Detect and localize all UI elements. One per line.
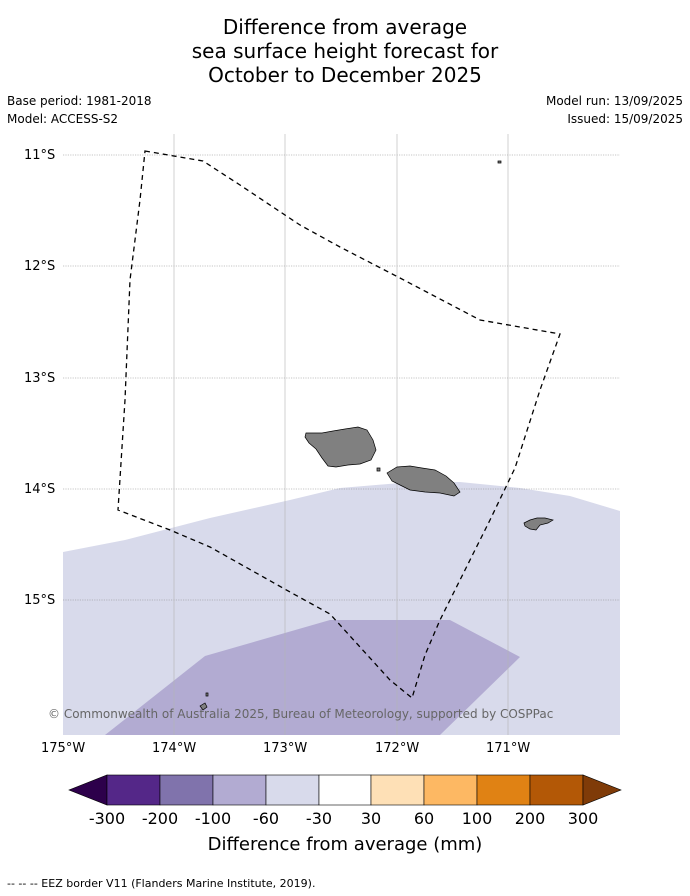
upolu-island	[386, 465, 461, 497]
lat-label-13s: 13°S	[24, 371, 56, 386]
colorbar-label: Difference from average (mm)	[207, 834, 483, 855]
title-line-3: October to December 2025	[208, 63, 482, 87]
eez-legend-note: -- -- -- EEZ border V11 (Flanders Marine…	[7, 877, 316, 890]
colorbar-bin-5	[318, 774, 372, 806]
colorbar	[68, 774, 622, 806]
title-line-1: Difference from average	[222, 15, 468, 39]
model-run: Model run: 13/09/2025	[545, 94, 683, 108]
grid	[63, 134, 620, 735]
islet-small-1	[199, 702, 208, 711]
title-line-2: sea surface height forecast for	[191, 39, 499, 63]
lon-label-174w: 174°W	[152, 741, 197, 756]
base-period: Base period: 1981-2018	[7, 94, 152, 108]
land	[199, 160, 554, 711]
lat-label-11s: 11°S	[24, 148, 56, 163]
lat-label-12s: 12°S	[24, 259, 56, 274]
issued-date: Issued: 15/09/2025	[567, 112, 683, 126]
colorbar-tick: -60	[252, 809, 280, 828]
colorbar-extend-high	[582, 774, 622, 806]
colorbar-tick: -30	[305, 809, 333, 828]
anomaly-region-mid	[105, 620, 520, 735]
islet-small-2	[205, 692, 209, 697]
colorbar-extend-low	[68, 774, 108, 806]
colorbar-tick: 200	[514, 809, 546, 828]
colorbar-bin-2	[159, 774, 214, 806]
colorbar-bin-6	[370, 774, 425, 806]
map-title: Difference from average sea surface heig…	[0, 15, 690, 87]
colorbar-bin-4	[265, 774, 320, 806]
lon-label-171w: 171°W	[486, 741, 531, 756]
lon-label-172w: 172°W	[375, 741, 420, 756]
colorbar-bin-8	[476, 774, 531, 806]
colorbar-bin-3	[212, 774, 267, 806]
eez-border	[117, 150, 561, 700]
copyright-notice: © Commonwealth of Australia 2025, Bureau…	[48, 707, 554, 721]
lat-label-15s: 15°S	[24, 593, 56, 608]
colorbar-bin-9	[529, 774, 584, 806]
islet-small-3	[376, 467, 381, 472]
colorbar-tick: -100	[194, 809, 232, 828]
colorbar-tick: -300	[88, 809, 126, 828]
lat-label-14s: 14°S	[24, 482, 56, 497]
lon-label-175w: 175°W	[41, 741, 86, 756]
savaii-island	[304, 426, 377, 468]
colorbar-tick: 60	[413, 809, 435, 828]
map-area	[63, 134, 620, 735]
swains-island	[497, 160, 502, 164]
colorbar-bin-7	[423, 774, 478, 806]
colorbar-tick: -200	[141, 809, 179, 828]
colorbar-bin-1	[106, 774, 161, 806]
model-name: Model: ACCESS-S2	[7, 112, 119, 126]
colorbar-tick: 300	[567, 809, 599, 828]
colorbar-tick: 100	[461, 809, 493, 828]
lon-label-173w: 173°W	[263, 741, 308, 756]
tutuila-island	[523, 517, 554, 531]
colorbar-tick: 30	[360, 809, 382, 828]
